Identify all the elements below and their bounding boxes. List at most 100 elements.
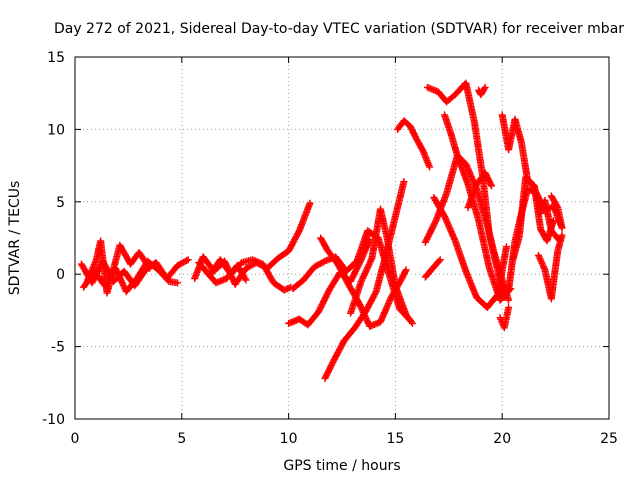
- plus-marker: [537, 258, 545, 266]
- y-tick-label: 0: [56, 267, 65, 283]
- plus-marker: [401, 267, 409, 275]
- series-track-9: [317, 234, 410, 330]
- plus-marker: [118, 278, 126, 286]
- x-tick-label: 10: [280, 431, 298, 447]
- plus-marker: [356, 301, 364, 309]
- plus-marker: [114, 271, 122, 279]
- chart-title: Day 272 of 2021, Sidereal Day-to-day VTE…: [54, 21, 624, 37]
- plus-marker: [505, 296, 513, 304]
- plus-marker: [539, 263, 547, 271]
- plus-marker: [306, 199, 314, 207]
- plus-marker: [364, 264, 372, 272]
- plus-marker: [558, 231, 566, 239]
- x-tick-label: 20: [493, 431, 511, 447]
- plus-marker: [282, 285, 290, 293]
- series-track-11: [347, 205, 416, 327]
- x-tick-label: 5: [177, 431, 186, 447]
- y-axis-label: SDTVAR / TECUs: [7, 181, 23, 296]
- series-track-19: [475, 83, 489, 99]
- plus-marker: [536, 255, 544, 263]
- series-track-23: [535, 231, 566, 303]
- plus-marker: [505, 304, 513, 312]
- plus-marker: [364, 262, 372, 270]
- plus-marker: [357, 302, 365, 310]
- plus-marker: [359, 274, 367, 282]
- axis-ticks: 0 5 10 15 20 25 -10 -5 0 5 10 15: [42, 50, 618, 447]
- plus-marker: [407, 318, 415, 326]
- y-tick-label: 15: [47, 50, 65, 66]
- series-track-3: [84, 237, 154, 297]
- series-track-24: [496, 304, 513, 332]
- plus-marker: [364, 318, 372, 326]
- plus-marker: [359, 273, 367, 281]
- plus-marker: [535, 253, 543, 261]
- plus-marker: [363, 265, 371, 273]
- plus-marker: [360, 271, 368, 279]
- plus-marker: [184, 256, 192, 264]
- plus-marker: [358, 276, 366, 284]
- series-track-15: [430, 193, 510, 312]
- series-track-20: [498, 111, 564, 245]
- plus-marker: [357, 304, 365, 312]
- y-tick-label: 10: [47, 122, 65, 138]
- plus-marker: [113, 267, 121, 275]
- x-tick-label: 15: [386, 431, 404, 447]
- series-track-22: [509, 173, 557, 264]
- plus-marker: [319, 258, 327, 266]
- plus-marker: [481, 83, 489, 91]
- plus-marker: [119, 280, 127, 288]
- plus-marker: [117, 275, 125, 283]
- plus-marker: [361, 270, 369, 278]
- plus-marker: [408, 319, 416, 327]
- plus-marker: [146, 264, 154, 272]
- x-axis-label: GPS time / hours: [283, 458, 400, 474]
- plus-marker: [366, 259, 374, 267]
- plus-marker: [426, 163, 434, 171]
- plus-marker: [402, 266, 410, 274]
- plus-marker: [174, 279, 182, 287]
- plus-marker: [363, 316, 371, 324]
- plus-marker: [365, 260, 373, 268]
- y-tick-label: -10: [42, 412, 65, 428]
- plus-marker: [418, 146, 426, 154]
- plus-marker: [367, 256, 375, 264]
- plus-marker: [400, 178, 408, 186]
- plus-marker: [537, 256, 545, 264]
- plus-marker: [115, 272, 123, 280]
- plus-marker: [280, 286, 288, 294]
- plus-marker: [488, 182, 496, 190]
- plus-marker: [117, 277, 125, 285]
- plus-marker: [361, 268, 369, 276]
- plus-marker: [183, 257, 191, 265]
- plus-marker: [242, 276, 250, 284]
- plus-marker: [436, 256, 444, 264]
- x-tick-label: 0: [71, 431, 80, 447]
- plus-marker: [357, 277, 365, 285]
- series-track-17: [421, 256, 444, 281]
- data-points: [77, 79, 566, 382]
- series-track-25: [547, 192, 566, 232]
- plus-marker: [145, 263, 153, 271]
- plus-marker: [480, 85, 488, 93]
- plus-marker: [114, 269, 122, 277]
- plus-marker: [362, 267, 370, 275]
- plus-marker: [553, 202, 561, 210]
- plus-marker: [435, 257, 443, 265]
- plus-marker: [366, 257, 374, 265]
- y-tick-label: 5: [56, 195, 65, 211]
- series-track-12: [394, 117, 434, 171]
- plus-marker: [535, 251, 543, 259]
- gridlines: [75, 57, 609, 419]
- plus-marker: [120, 283, 128, 291]
- plus-marker: [487, 180, 495, 188]
- series-track-6: [201, 262, 250, 287]
- plus-marker: [116, 274, 124, 282]
- x-tick-label: 25: [600, 431, 618, 447]
- plus-marker: [502, 243, 510, 251]
- plus-marker: [119, 281, 127, 289]
- series-track-18: [464, 169, 496, 212]
- plus-marker: [241, 275, 249, 283]
- plus-marker: [558, 224, 566, 232]
- plus-marker: [549, 217, 557, 225]
